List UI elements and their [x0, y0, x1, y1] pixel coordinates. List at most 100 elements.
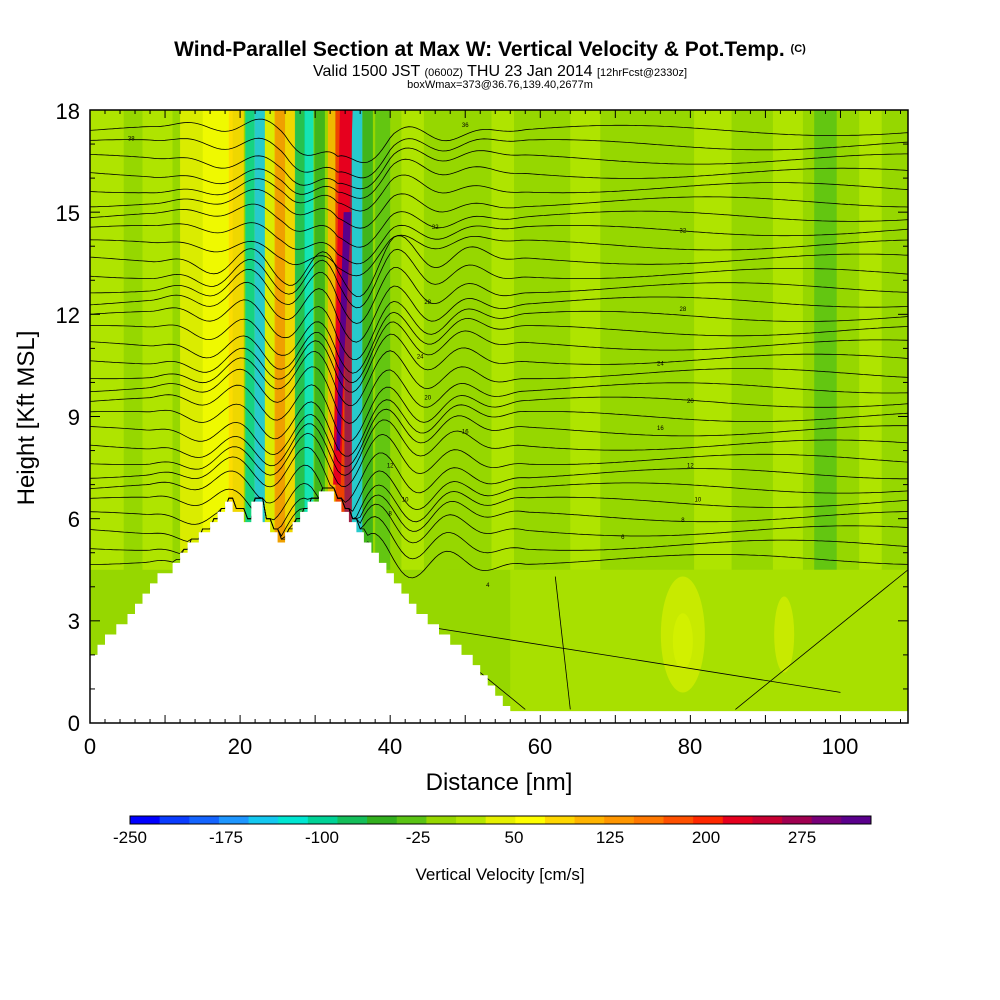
terrain-mask [90, 491, 908, 723]
colorbar-swatch [189, 816, 220, 824]
colorbar-swatch [248, 816, 279, 824]
plot-area: 3836323228282424202016161212101088664 [90, 110, 908, 723]
isentrope-line [90, 299, 908, 361]
colorbar-swatch [841, 816, 872, 824]
theta-contour-label: 32 [432, 225, 439, 231]
theta-contour-label: 32 [680, 229, 687, 235]
colorbar [129, 815, 872, 825]
theta-contour-label: 28 [424, 300, 431, 306]
isentrope-line [390, 620, 841, 693]
isentrope-line [90, 158, 908, 199]
isentrope-line [90, 137, 908, 179]
isentrope-line [90, 248, 908, 309]
theta-contour-label: 8 [389, 511, 393, 517]
x-tick-label: 60 [528, 734, 552, 759]
velocity-band [401, 110, 424, 570]
colorbar-swatch [574, 816, 605, 824]
y-tick-label: 3 [68, 609, 80, 634]
isentrope-line [90, 118, 908, 164]
velocity-band [362, 110, 373, 570]
colorbar-swatch [782, 816, 813, 824]
isentrope-line [90, 482, 908, 523]
y-tick-label: 0 [68, 711, 80, 736]
theta-contour-labels: 3836323228282424202016161212101088664 [128, 123, 702, 589]
isentrope-line [90, 419, 908, 476]
x-axis-label: Distance [nm] [426, 769, 573, 796]
theta-contour-label: 20 [424, 395, 431, 401]
axis-ticks [89, 109, 908, 724]
y-tick-label: 12 [56, 303, 80, 328]
theta-contours [90, 118, 908, 710]
isentrope-line [90, 321, 908, 384]
colorbar-swatch [278, 816, 309, 824]
velocity-band [254, 110, 265, 570]
colorbar-swatch [752, 816, 783, 824]
theta-contour-label: 4 [486, 583, 490, 589]
colorbar-swatch [663, 816, 694, 824]
velocity-band [344, 110, 352, 570]
x-tick-label: 40 [378, 734, 402, 759]
velocity-band [274, 110, 286, 570]
colorbar-tick-labels: -250 -175 -100 -25 50 125 200 275 [113, 828, 816, 847]
theta-contour-label: 16 [462, 430, 469, 436]
colorbar-label: Vertical Velocity [cm/s] [415, 865, 584, 884]
colorbar-tick-label: -100 [305, 828, 339, 847]
colorbar-swatch [811, 816, 842, 824]
colorbar-swatch [693, 816, 724, 824]
theta-contour-label: 36 [462, 123, 469, 129]
chart-subtitle: Valid 1500 JST (0600Z) THU 23 Jan 2014 [… [313, 63, 687, 80]
isentrope-line [90, 333, 908, 393]
colorbar-tick-label: 125 [596, 828, 624, 847]
velocity-band [570, 110, 601, 570]
isentrope-line [90, 350, 908, 407]
colorbar-tick-label: 50 [505, 828, 524, 847]
colorbar-swatch [396, 816, 427, 824]
colorbar-swatch [604, 816, 635, 824]
y-tick-labels: 0 3 6 9 12 15 18 [56, 99, 80, 736]
isentrope-line [90, 203, 908, 248]
colorbar-swatch [722, 816, 753, 824]
isentrope-line [90, 408, 908, 468]
theta-contour-label: 6 [621, 535, 625, 541]
colorbar-tick-label: 275 [788, 828, 816, 847]
theta-contour-label: 20 [687, 399, 694, 405]
velocity-band [90, 110, 124, 570]
isentrope-line [735, 569, 908, 710]
y-tick-label: 18 [56, 99, 80, 124]
y-axis-label: Height [Kft MSL] [13, 331, 40, 506]
isentrope-line [90, 147, 908, 190]
isentrope-line [90, 464, 908, 512]
chart-title: Wind-Parallel Section at Max W: Vertical… [174, 38, 806, 61]
theta-contour-label: 24 [417, 355, 424, 361]
isentrope-line [90, 399, 908, 457]
velocity-band [491, 110, 514, 570]
isentrope-line [90, 311, 908, 374]
isentrope-line [90, 188, 908, 229]
theta-contour-label: 28 [680, 307, 687, 313]
theta-contour-label: 12 [387, 464, 394, 470]
velocity-band [228, 110, 244, 570]
isentrope-line [90, 174, 908, 212]
colorbar-swatch [337, 816, 368, 824]
velocity-band [180, 110, 203, 570]
theta-contour-label: 16 [657, 426, 664, 432]
colorbar-tick-label: 200 [692, 828, 720, 847]
low-level-field [510, 569, 908, 712]
colorbar-swatch [485, 816, 516, 824]
colorbar-swatch [515, 816, 546, 824]
colorbar-tick-label: -250 [113, 828, 147, 847]
x-tick-label: 20 [228, 734, 252, 759]
colorbar-tick-label: -25 [406, 828, 431, 847]
isentrope-line [90, 384, 908, 443]
theta-contour-label: 8 [681, 518, 685, 524]
isentrope-line [90, 234, 908, 277]
velocity-band [285, 110, 296, 570]
isentrope-line [90, 432, 908, 488]
theta-contour-label: 12 [687, 464, 694, 470]
isentrope-line [90, 366, 908, 424]
colorbar-swatch [307, 816, 338, 824]
theta-contour-label: 24 [657, 361, 664, 367]
y-tick-label: 9 [68, 405, 80, 430]
velocity-band [772, 110, 803, 570]
colorbar-swatch [633, 816, 665, 824]
